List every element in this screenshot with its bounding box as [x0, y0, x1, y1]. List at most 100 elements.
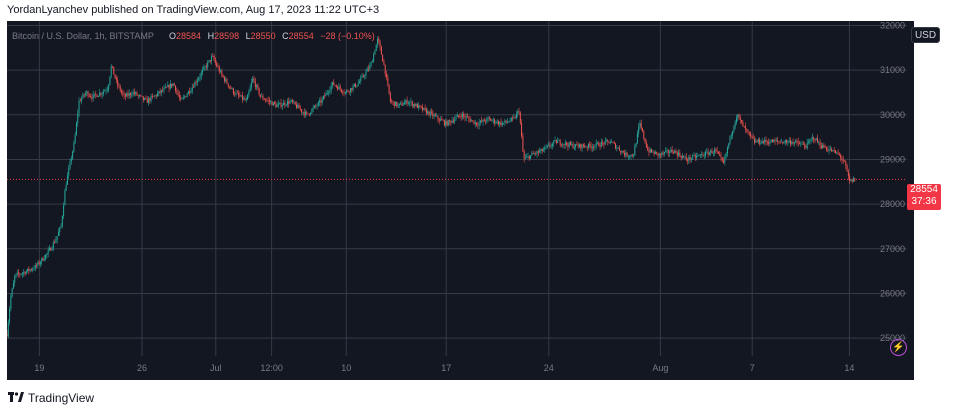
chart-canvas[interactable]: 25000 26000 27000 28000 29000 30000 31000 32000… — [7, 21, 914, 380]
candle-body — [535, 153, 537, 155]
candle-body — [518, 111, 520, 113]
candle-body — [452, 120, 454, 122]
low-label: L — [246, 31, 251, 41]
candle-body — [571, 144, 573, 145]
candle-body — [397, 104, 399, 107]
candle-body — [566, 142, 568, 145]
candle-body — [245, 99, 247, 101]
candle-body — [644, 138, 646, 143]
candle-body — [57, 232, 59, 237]
candle-body — [768, 142, 770, 144]
candle-body — [512, 117, 514, 119]
candle-body — [775, 140, 777, 142]
candle-body — [616, 147, 618, 149]
candle-body — [227, 83, 229, 87]
candle-body — [379, 41, 381, 47]
candle-body — [322, 95, 324, 99]
candle-body — [436, 115, 438, 117]
candle-body — [809, 140, 811, 142]
candle-body — [64, 190, 66, 206]
candle-body — [230, 87, 232, 89]
candle-body — [256, 85, 258, 88]
candle-body — [335, 85, 337, 87]
candle-body — [553, 140, 555, 144]
candle-body — [46, 253, 48, 255]
candle-body — [721, 157, 723, 161]
candle-body — [576, 144, 578, 146]
candle-body — [93, 93, 95, 95]
candle-body — [202, 69, 204, 73]
candle-body — [33, 268, 35, 270]
currency-button[interactable]: USD — [911, 27, 940, 43]
candle-body — [802, 143, 804, 145]
candle-body — [313, 105, 315, 108]
candle-body — [456, 115, 458, 117]
candle-body — [52, 242, 54, 249]
candle-body — [349, 88, 351, 93]
candle-body — [34, 265, 36, 269]
candle-body — [599, 146, 601, 147]
candle-body — [120, 90, 122, 93]
candle-body — [531, 153, 533, 156]
candle-body — [223, 76, 225, 82]
candle-body — [115, 78, 117, 80]
candle-body — [624, 152, 626, 156]
open-label: O — [169, 31, 176, 41]
candle-body — [419, 105, 421, 107]
candle-body — [297, 104, 299, 108]
candle-body — [544, 147, 546, 150]
candle-body — [481, 120, 483, 122]
candle-body — [166, 86, 168, 88]
candle-body — [797, 141, 799, 144]
candle-body — [554, 140, 556, 141]
grid-lines — [7, 21, 907, 356]
candle-body — [20, 274, 22, 275]
candle-body — [656, 151, 658, 153]
candle-body — [847, 171, 849, 177]
candle-body — [347, 90, 349, 92]
candle-body — [513, 117, 515, 118]
high-label: H — [208, 31, 215, 41]
candle-body — [594, 145, 596, 148]
candle-body — [753, 138, 755, 143]
candle-body — [144, 98, 146, 100]
candle-body — [74, 134, 76, 143]
candle-body — [720, 155, 722, 158]
candle-body — [586, 146, 588, 148]
candle-body — [838, 153, 840, 155]
candle-body — [226, 79, 228, 84]
candle-body — [577, 145, 579, 147]
lightning-icon[interactable]: ⚡ — [890, 339, 907, 356]
candle-body — [600, 141, 602, 147]
candle-body — [684, 156, 686, 158]
candle-body — [707, 151, 709, 155]
candle-body — [819, 141, 821, 147]
candle-body — [618, 147, 620, 151]
candle-body — [392, 101, 394, 103]
candle-body — [702, 154, 704, 156]
candle-body — [449, 120, 451, 122]
candle-body — [294, 101, 296, 105]
candle-body — [562, 144, 564, 146]
candle-body — [149, 98, 151, 102]
candle-body — [73, 142, 75, 152]
candle-body — [315, 105, 317, 107]
candle-body — [231, 88, 233, 90]
candle-body — [186, 94, 188, 97]
candle-body — [467, 116, 469, 118]
candle-body — [106, 90, 108, 91]
candle-body — [567, 144, 569, 147]
tradingview-logo[interactable]: TradingView — [8, 389, 94, 407]
candle-body — [829, 148, 831, 150]
candle-body — [155, 95, 157, 97]
candle-body — [281, 105, 283, 107]
candle-body — [320, 100, 322, 103]
candle-body — [759, 139, 761, 144]
price-chart[interactable]: 25000 26000 27000 28000 29000 30000 31000 32000… — [7, 21, 914, 380]
candle-body — [640, 122, 642, 129]
candle-body — [27, 268, 29, 272]
candle-body — [501, 123, 503, 126]
candle-body — [621, 151, 623, 153]
candle-body — [333, 81, 335, 85]
x-tick-label: Jul — [210, 363, 222, 373]
